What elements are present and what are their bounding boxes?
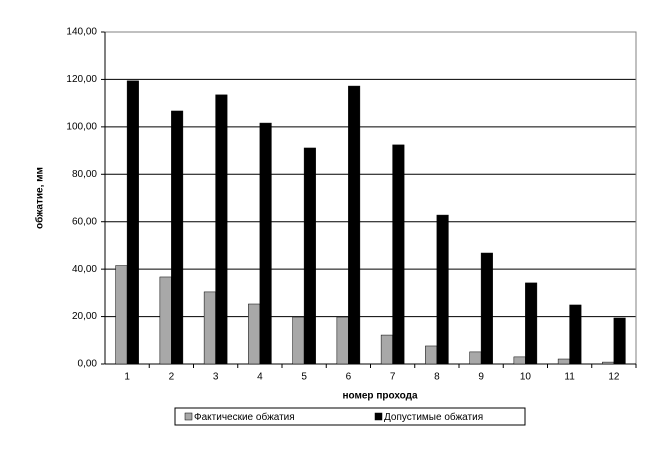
bar: [602, 361, 615, 365]
bar: [292, 316, 305, 365]
x-tick-label: 3: [213, 372, 219, 383]
bar: [513, 356, 526, 365]
y-tick-label: 100,00: [66, 121, 97, 132]
x-tick-label: 2: [169, 372, 175, 383]
legend-swatch: [374, 412, 383, 421]
bar: [392, 144, 405, 365]
legend-label: Допустимые обжатия: [384, 411, 483, 423]
bar: [348, 85, 361, 365]
bar: [525, 282, 538, 365]
bar: [259, 122, 272, 365]
x-tick-label: 7: [390, 372, 396, 383]
y-tick-label: 20,00: [72, 311, 97, 322]
x-tick-label: 6: [346, 372, 352, 383]
bar: [569, 304, 582, 365]
bar: [159, 276, 172, 365]
bar: [203, 291, 216, 365]
bar: [480, 252, 493, 365]
legend-swatch: [184, 412, 193, 421]
bar: [248, 303, 261, 365]
bar: [126, 80, 139, 365]
y-tick-label: 0,00: [78, 359, 98, 370]
x-tick-label: 10: [520, 372, 532, 383]
bar: [380, 334, 393, 365]
y-tick-label: 140,00: [66, 27, 97, 38]
x-tick-label: 12: [608, 372, 620, 383]
bar: [115, 265, 128, 365]
bar: [171, 110, 184, 365]
x-tick-label: 8: [434, 372, 440, 383]
x-tick-label: 4: [257, 372, 263, 383]
y-axis-label: обжатие, мм: [34, 167, 46, 229]
y-tick-label: 40,00: [72, 264, 97, 275]
bar: [613, 317, 626, 365]
legend: [174, 407, 526, 426]
y-tick-label: 120,00: [66, 74, 97, 85]
x-tick-label: 11: [564, 372, 575, 383]
legend-label: Фактические обжатия: [194, 411, 295, 423]
bar: [469, 351, 482, 365]
y-tick-label: 60,00: [72, 216, 97, 227]
bar: [557, 358, 570, 365]
x-tick-label: 1: [124, 372, 130, 383]
bar: [303, 147, 316, 365]
x-tick-label: 5: [301, 372, 307, 383]
y-tick-label: 80,00: [72, 169, 97, 180]
bar: [336, 316, 349, 365]
bar: [425, 345, 438, 365]
x-tick-label: 9: [478, 372, 484, 383]
x-axis-label: номер прохода: [342, 391, 418, 402]
bar: [215, 94, 228, 365]
bar: [436, 214, 449, 365]
